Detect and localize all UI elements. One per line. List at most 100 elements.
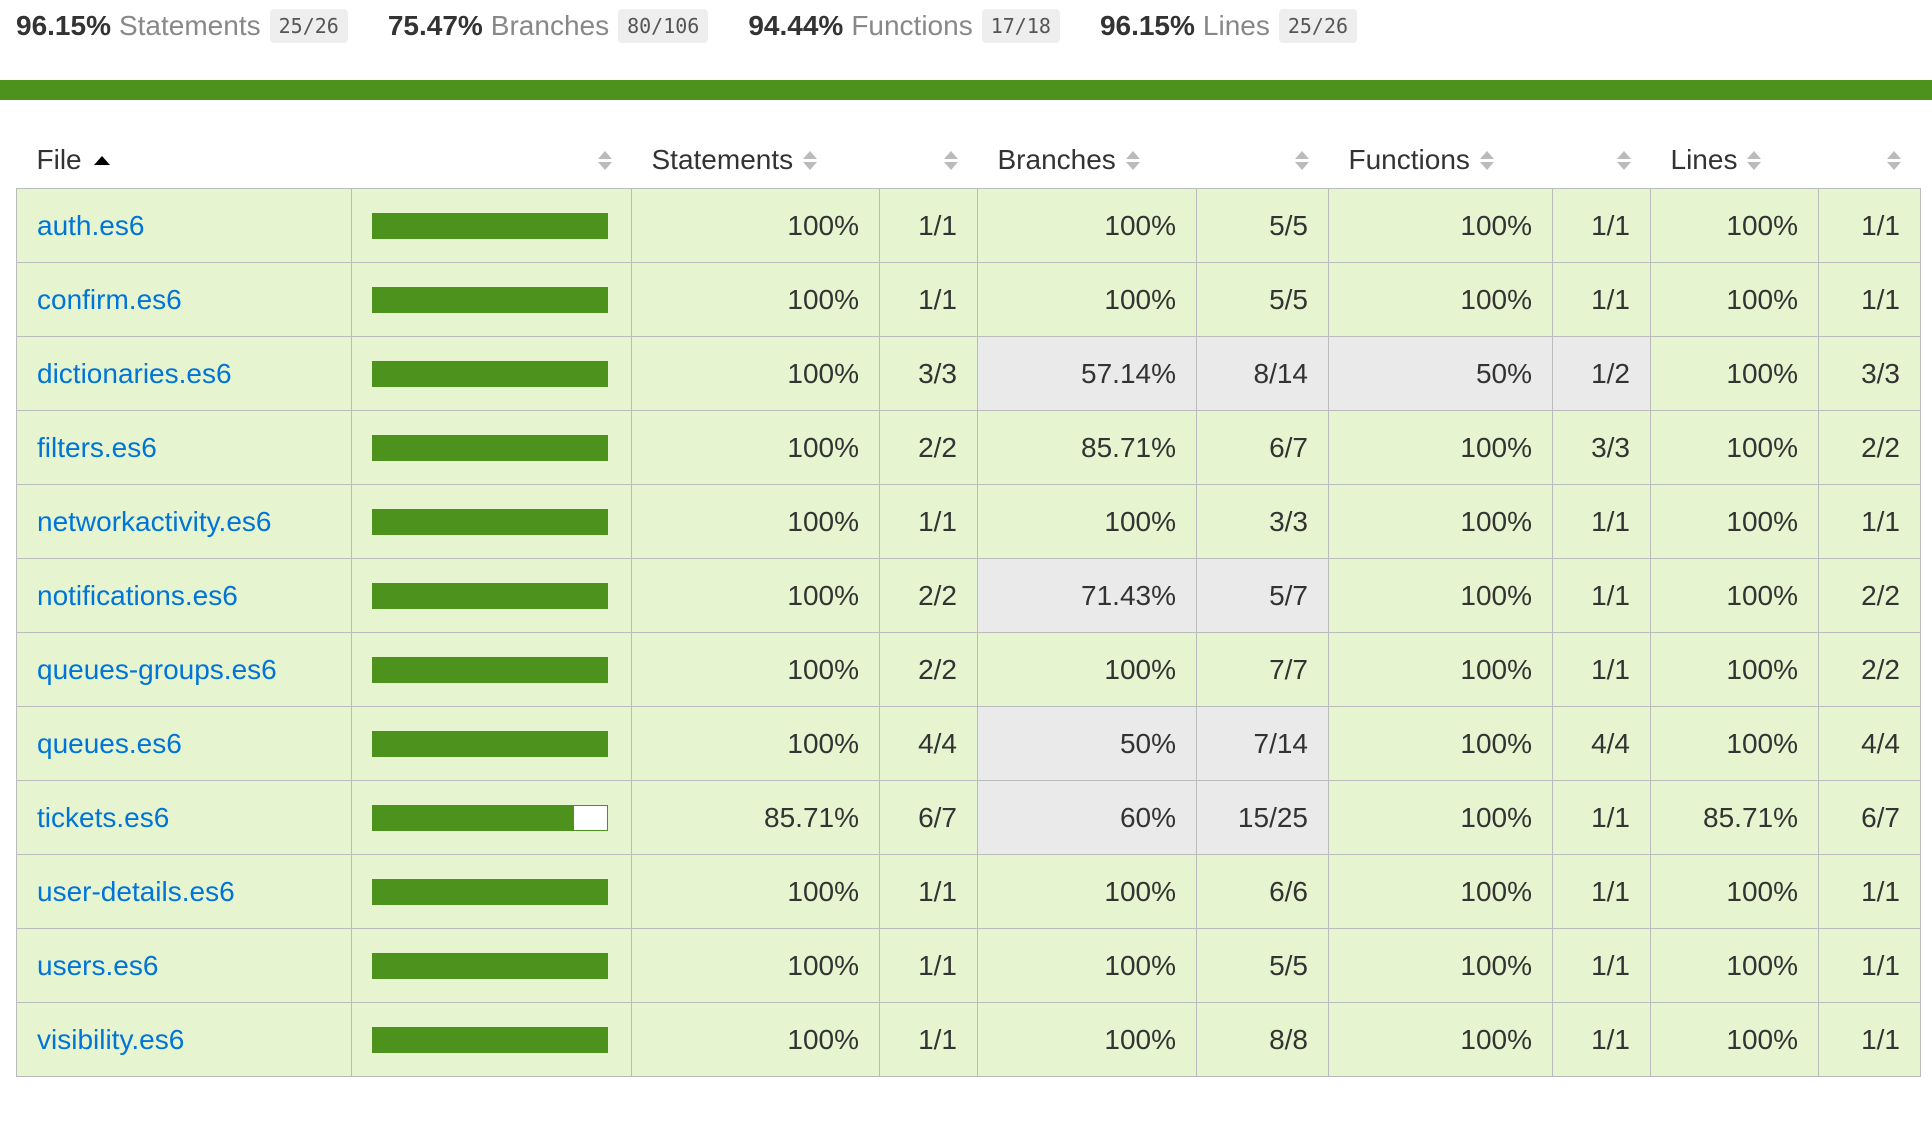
statements-fraction-cell: 3/3: [879, 336, 978, 411]
file-link[interactable]: queues-groups.es6: [37, 653, 277, 685]
file-link[interactable]: confirm.es6: [37, 283, 182, 315]
summary-branches-label: Branches: [490, 10, 610, 41]
header-file-bar[interactable]: [352, 132, 632, 189]
statements-fraction-cell: 1/1: [879, 262, 978, 337]
branches-fraction-cell: 5/5: [1196, 262, 1329, 337]
branches-pct-cell: 100%: [977, 854, 1197, 929]
branches-fraction-cell: 3/3: [1196, 484, 1329, 559]
branches-fraction-cell: 5/5: [1196, 188, 1329, 263]
coverage-bar-fill: [373, 657, 607, 682]
functions-fraction-cell: 1/1: [1552, 558, 1651, 633]
sort-icon: [1616, 147, 1631, 173]
coverage-bar: [372, 952, 608, 979]
file-cell: users.es6: [16, 928, 352, 1003]
functions-pct-cell: 100%: [1328, 780, 1553, 855]
branches-fraction-cell: 5/5: [1196, 928, 1329, 1003]
branches-fraction-cell: 6/7: [1196, 410, 1329, 485]
branches-pct-cell: 57.14%: [977, 336, 1197, 411]
coverage-bar-fill: [373, 361, 607, 386]
statements-pct-cell: 100%: [631, 188, 880, 263]
functions-pct-cell: 100%: [1328, 706, 1553, 781]
functions-pct-cell: 100%: [1328, 558, 1553, 633]
statements-fraction-cell: 1/1: [879, 928, 978, 1003]
coverage-bar-cell: [351, 928, 632, 1003]
statements-fraction-cell: 1/1: [879, 854, 978, 929]
file-link[interactable]: auth.es6: [37, 209, 145, 241]
functions-fraction-cell: 3/3: [1552, 410, 1651, 485]
lines-pct-cell: 100%: [1650, 854, 1819, 929]
coverage-bar: [372, 804, 608, 831]
functions-pct-cell: 100%: [1328, 1002, 1553, 1077]
file-link[interactable]: filters.es6: [37, 431, 157, 463]
file-link[interactable]: dictionaries.es6: [37, 357, 232, 389]
header-branches-label: Branches: [997, 144, 1116, 175]
coverage-bar-fill: [373, 1027, 607, 1052]
functions-fraction-cell: 1/1: [1552, 928, 1651, 1003]
coverage-bar: [372, 878, 608, 905]
file-link[interactable]: user-details.es6: [37, 875, 235, 907]
functions-pct-cell: 100%: [1328, 484, 1553, 559]
lines-pct-cell: 100%: [1650, 484, 1819, 559]
lines-fraction-cell: 2/2: [1818, 632, 1921, 707]
branches-fraction-cell: 7/7: [1196, 632, 1329, 707]
coverage-bar: [372, 434, 608, 461]
statements-pct-cell: 100%: [631, 262, 880, 337]
branches-pct-cell: 100%: [977, 262, 1197, 337]
lines-pct-cell: 100%: [1650, 928, 1819, 1003]
coverage-bar-fill: [373, 731, 607, 756]
branches-pct-cell: 85.71%: [977, 410, 1197, 485]
table-row: notifications.es6 100% 2/2 71.43% 5/7 10…: [16, 558, 1921, 633]
summary-branches-pct: 75.47%: [387, 10, 483, 41]
table-row: filters.es6 100% 2/2 85.71% 6/7 100% 3/3…: [16, 410, 1921, 485]
functions-fraction-cell: 1/1: [1552, 780, 1651, 855]
lines-pct-cell: 100%: [1650, 632, 1819, 707]
branches-pct-cell: 100%: [977, 632, 1197, 707]
coverage-bar-cell: [351, 632, 632, 707]
lines-fraction-cell: 2/2: [1818, 410, 1921, 485]
statements-fraction-cell: 4/4: [879, 706, 978, 781]
statements-fraction-cell: 2/2: [879, 410, 978, 485]
coverage-bar-cell: [351, 780, 632, 855]
header-functions[interactable]: Functions: [1329, 132, 1553, 189]
sort-icon: [1125, 147, 1140, 173]
functions-pct-cell: 100%: [1328, 928, 1553, 1003]
table-row: queues-groups.es6 100% 2/2 100% 7/7 100%…: [16, 632, 1921, 707]
lines-pct-cell: 100%: [1650, 336, 1819, 411]
header-branches-raw[interactable]: [1197, 132, 1329, 189]
summary-functions-label: Functions: [851, 10, 973, 41]
functions-fraction-cell: 1/1: [1552, 1002, 1651, 1077]
file-link[interactable]: tickets.es6: [37, 801, 170, 833]
header-lines[interactable]: Lines: [1651, 132, 1819, 189]
coverage-bar-fill: [373, 287, 607, 312]
summary-statements-fraction: 25/26: [269, 9, 348, 43]
statements-pct-cell: 85.71%: [631, 780, 880, 855]
caret-up-icon: [93, 155, 110, 165]
lines-fraction-cell: 2/2: [1818, 558, 1921, 633]
branches-pct-cell: 71.43%: [977, 558, 1197, 633]
header-branches[interactable]: Branches: [978, 132, 1197, 189]
header-statements-raw[interactable]: [880, 132, 978, 189]
summary-lines-pct: 96.15%: [1099, 10, 1195, 41]
statements-pct-cell: 100%: [631, 632, 880, 707]
branches-pct-cell: 60%: [977, 780, 1197, 855]
branches-pct-cell: 100%: [977, 928, 1197, 1003]
coverage-bar-cell: [351, 410, 632, 485]
lines-fraction-cell: 1/1: [1818, 188, 1921, 263]
coverage-bar: [372, 730, 608, 757]
file-link[interactable]: queues.es6: [37, 727, 182, 759]
sort-icon: [1747, 147, 1762, 173]
functions-pct-cell: 100%: [1328, 188, 1553, 263]
header-statements[interactable]: Statements: [632, 132, 880, 189]
functions-pct-cell: 100%: [1328, 410, 1553, 485]
header-lines-raw[interactable]: [1819, 132, 1921, 189]
file-link[interactable]: visibility.es6: [37, 1023, 185, 1055]
summary-branches-fraction: 80/106: [618, 9, 709, 43]
file-link[interactable]: users.es6: [37, 949, 159, 981]
summary-lines-label: Lines: [1202, 10, 1270, 41]
header-functions-raw[interactable]: [1553, 132, 1651, 189]
functions-fraction-cell: 1/1: [1552, 854, 1651, 929]
header-file[interactable]: File: [17, 132, 352, 189]
file-link[interactable]: notifications.es6: [37, 579, 238, 611]
file-link[interactable]: networkactivity.es6: [37, 505, 272, 537]
file-cell: filters.es6: [16, 410, 352, 485]
